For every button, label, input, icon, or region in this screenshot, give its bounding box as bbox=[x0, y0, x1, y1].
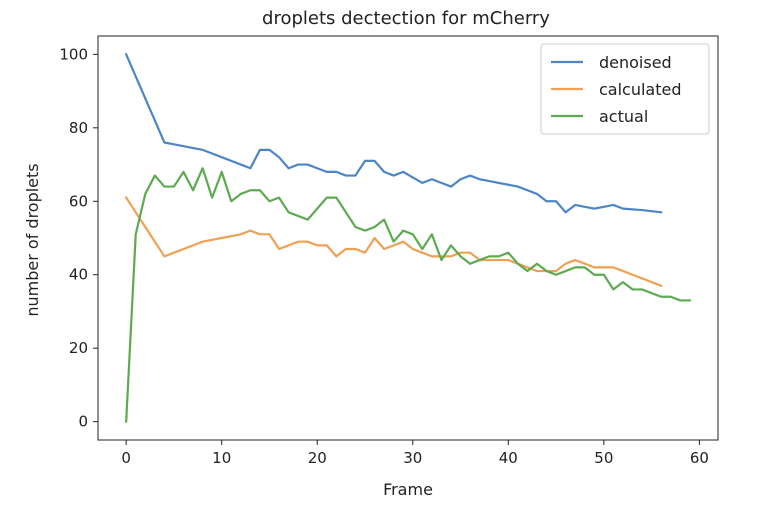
x-axis-label: Frame bbox=[383, 480, 433, 499]
x-tick-label: 30 bbox=[403, 449, 422, 467]
plot-area-frame bbox=[97, 35, 719, 441]
legend: denoised calculated actual bbox=[540, 43, 710, 135]
x-axis-ticks: 0 10 20 30 40 50 60 bbox=[121, 440, 709, 467]
y-tick-label: 60 bbox=[69, 192, 88, 210]
series-line-calculated bbox=[124, 196, 663, 288]
series-line-denoised bbox=[124, 52, 663, 214]
y-tick-label: 80 bbox=[69, 119, 88, 137]
y-axis-ticks: 0 20 40 60 80 100 bbox=[59, 45, 98, 431]
y-tick-label: 40 bbox=[69, 266, 88, 284]
series-layer bbox=[124, 52, 691, 423]
y-tick-label: 0 bbox=[78, 413, 88, 431]
x-tick-label: 10 bbox=[212, 449, 231, 467]
chart-title: droplets dectection for mCherry bbox=[262, 8, 550, 29]
legend-label-calculated: calculated bbox=[599, 80, 682, 99]
x-tick-label: 40 bbox=[499, 449, 518, 467]
series-line-actual bbox=[125, 167, 691, 423]
y-axis-label: number of droplets bbox=[23, 163, 42, 316]
x-tick-label: 0 bbox=[121, 449, 131, 467]
x-tick-label: 20 bbox=[308, 449, 327, 467]
legend-label-actual: actual bbox=[599, 107, 648, 126]
x-tick-label: 60 bbox=[690, 449, 709, 467]
x-tick-label: 50 bbox=[594, 449, 613, 467]
legend-label-denoised: denoised bbox=[599, 53, 672, 72]
y-tick-label: 20 bbox=[69, 339, 88, 357]
y-tick-label: 100 bbox=[59, 45, 88, 63]
legend-box bbox=[540, 43, 710, 135]
